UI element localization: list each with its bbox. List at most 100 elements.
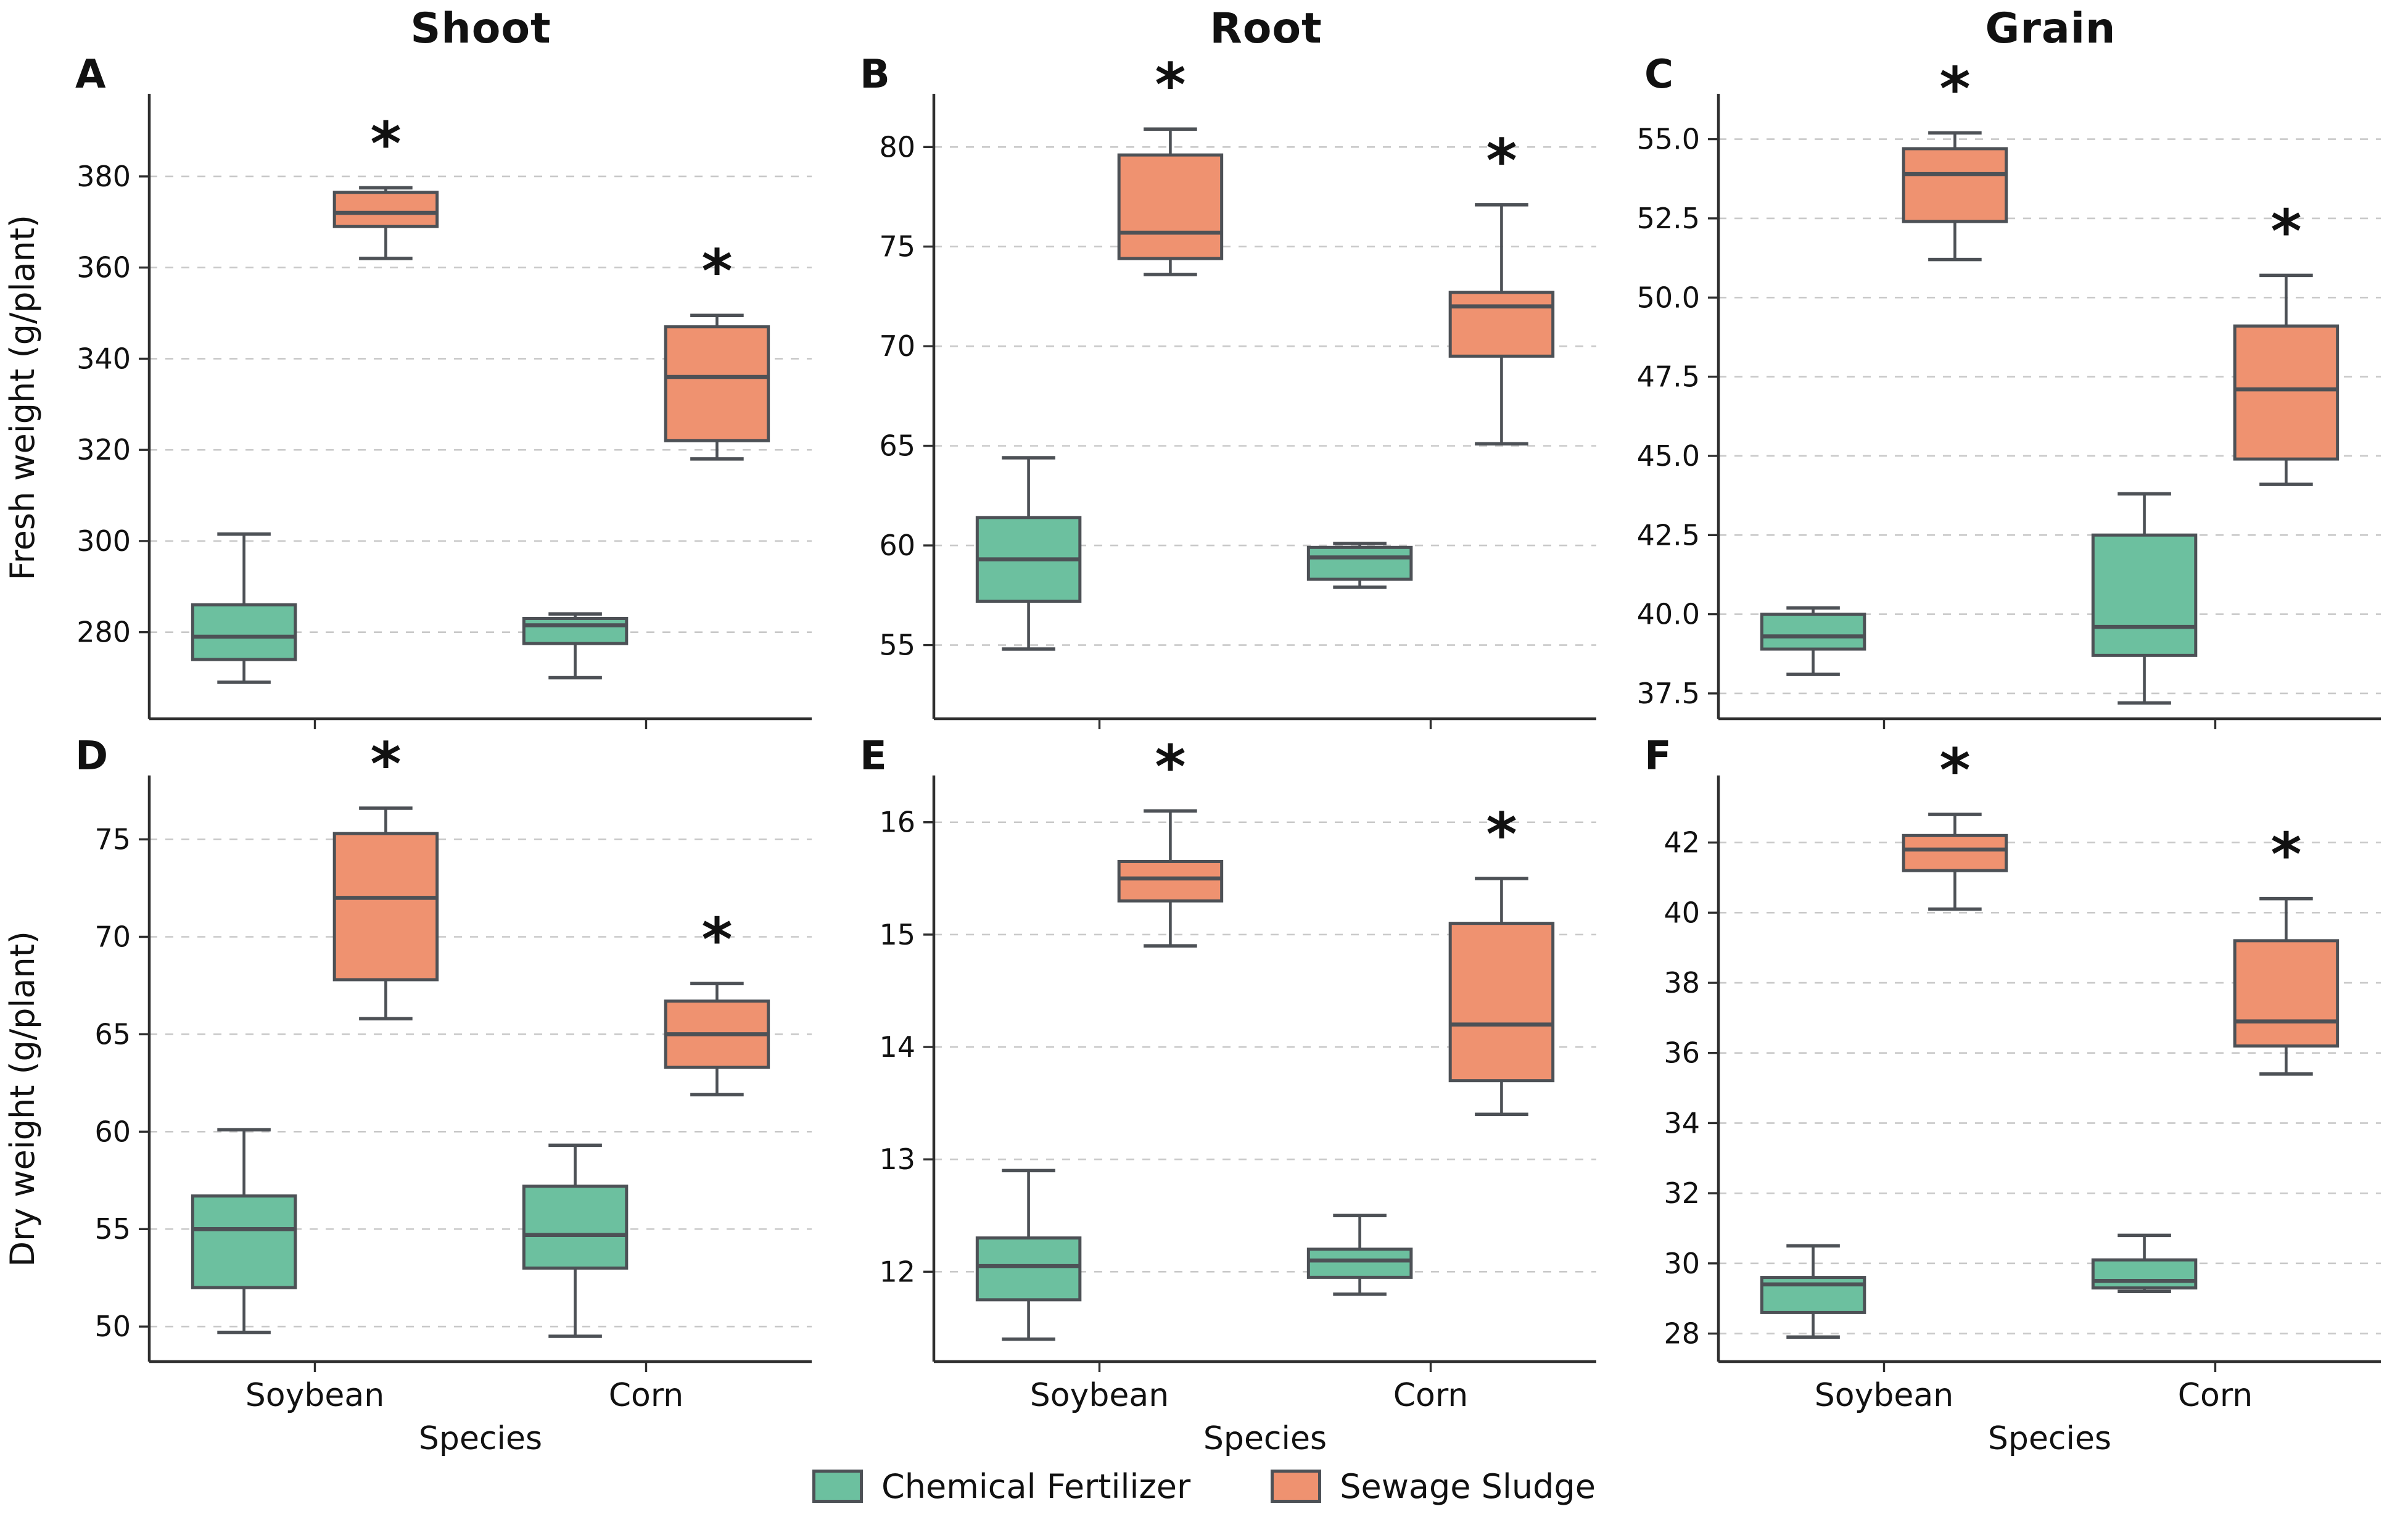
significance-asterisk: *	[1939, 57, 1970, 123]
y-tick-label: 34	[1664, 1106, 1700, 1139]
box-soybean-chemical-fertilizer	[975, 1168, 1082, 1341]
y-tick-label: 55	[879, 629, 915, 662]
significance-asterisk: *	[2270, 197, 2301, 266]
panel-C-svg: 37.5 40.0 42.5 45.0 47.5 50.0 52.5 55.0 C * *	[1637, 57, 2381, 729]
column-title-shoot: Shoot	[410, 4, 551, 53]
box-soybean-chemical-fertilizer	[975, 456, 1082, 651]
significance-asterisk: *	[701, 905, 732, 974]
panel-letter-B: B	[860, 57, 890, 97]
box-soybean-sewage-sludge	[1117, 127, 1224, 276]
column-title-grain: Grain	[1985, 4, 2116, 53]
y-tick-label: 38	[1664, 966, 1700, 999]
significance-asterisk: *	[2270, 821, 2301, 890]
panel-A-plot: 280 300 320 340 360 380 A * *	[44, 57, 829, 738]
column-title-root: Root	[1210, 4, 1322, 53]
box-corn-sewage-sludge	[664, 982, 770, 1097]
x-tick-label-soybean: Soybean	[245, 1377, 384, 1414]
iqr-box	[2091, 1258, 2198, 1290]
legend-item-chemical-fertilizer: Chemical Fertilizer	[812, 1467, 1190, 1506]
y-tick-label: 50	[94, 1310, 131, 1343]
iqr-box	[1117, 859, 1224, 903]
legend: Chemical Fertilizer Sewage Sludge	[0, 1459, 2408, 1522]
panel-F-plot: 28 30 32 34 36 38 40 42 Soybean Corn Species F * *	[1614, 738, 2398, 1459]
box-soybean-chemical-fertilizer	[1760, 1244, 1866, 1339]
iqr-box	[1306, 1247, 1413, 1279]
box-corn-chemical-fertilizer	[522, 612, 629, 680]
y-tick-label: 55	[94, 1212, 131, 1246]
y-tick-label: 300	[76, 524, 131, 558]
column-title-cell-root: Root	[829, 4, 1614, 53]
y-tick-label: 12	[879, 1255, 915, 1288]
legend-swatch-sewage-sludge-icon	[1271, 1470, 1322, 1503]
y-tick-label: 80	[879, 130, 915, 163]
y-tick-label: 13	[879, 1143, 915, 1176]
y-tick-label: 40	[1664, 896, 1700, 929]
panel-A-svg: 280 300 320 340 360 380 A * *	[75, 57, 812, 729]
iqr-box	[191, 603, 297, 661]
panel-letter-F: F	[1644, 738, 1672, 779]
y-axis-title-slot-row1: Fresh weight (g/plant)	[0, 57, 44, 738]
iqr-box	[2233, 939, 2340, 1048]
panel-D-svg: 50 55 60 65 70 75 Soybean Corn Species D * *	[75, 738, 812, 1457]
panel-B-plot: 55 60 65 70 75 80 B * *	[829, 57, 1614, 738]
y-tick-label: 15	[879, 918, 915, 951]
iqr-box	[2233, 324, 2340, 461]
column-title-cell-shoot: Shoot	[0, 4, 829, 53]
x-tick-label-corn: Corn	[1393, 1377, 1469, 1414]
panel-letter-D: D	[75, 738, 108, 779]
box-corn-sewage-sludge	[1448, 877, 1555, 1117]
iqr-box	[522, 616, 629, 645]
y-tick-label: 75	[879, 230, 915, 263]
panel-letter-E: E	[860, 738, 887, 779]
x-axis-title: Species	[1203, 1420, 1327, 1457]
box-soybean-chemical-fertilizer	[1760, 606, 1866, 676]
y-tick-label: 65	[879, 429, 915, 463]
box-soybean-chemical-fertilizer	[191, 1128, 297, 1334]
column-title-cell-grain: Grain	[1614, 4, 2398, 53]
iqr-box	[1902, 147, 2008, 223]
panel-letter-A: A	[75, 57, 106, 97]
iqr-box	[1760, 613, 1866, 651]
panel-cell-E: 12 13 14 15 16 Soybean Corn Species E * *	[829, 738, 1614, 1459]
panel-cell-C: 37.5 40.0 42.5 45.0 47.5 50.0 52.5 55.0 C * *	[1614, 57, 2398, 738]
panel-cell-D: Dry weight (g/plant) 50 55 60 65 70 75 Soybean…	[0, 738, 829, 1459]
significance-asterisk: *	[370, 109, 401, 178]
y-tick-label: 45.0	[1637, 439, 1700, 473]
y-axis-title-fresh-weight: Fresh weight (g/plant)	[2, 215, 42, 581]
iqr-box	[522, 1185, 629, 1270]
significance-asterisk: *	[701, 237, 732, 306]
box-corn-sewage-sludge	[1448, 203, 1555, 446]
box-soybean-sewage-sludge	[1902, 131, 2008, 262]
panel-F-svg: 28 30 32 34 36 38 40 42 Soybean Corn Species F * *	[1644, 738, 2381, 1457]
y-tick-label: 40.0	[1637, 598, 1700, 631]
iqr-box	[2091, 533, 2198, 657]
panel-letter-C: C	[1644, 57, 1673, 97]
significance-asterisk: *	[1486, 800, 1517, 869]
box-corn-chemical-fertilizer	[522, 1143, 629, 1338]
y-tick-label: 52.5	[1637, 202, 1700, 235]
x-tick-label-soybean: Soybean	[1030, 1377, 1169, 1414]
legend-label-sewage-sludge: Sewage Sludge	[1340, 1466, 1596, 1506]
significance-asterisk: *	[1155, 738, 1185, 802]
panel-cell-F: 28 30 32 34 36 38 40 42 Soybean Corn Species F * *	[1614, 738, 2398, 1459]
iqr-box	[1117, 153, 1224, 260]
y-tick-label: 70	[94, 920, 131, 954]
x-axis-title: Species	[1988, 1420, 2111, 1457]
y-tick-label: 50.0	[1637, 281, 1700, 314]
iqr-box	[1448, 291, 1555, 358]
iqr-box	[332, 191, 439, 228]
panel-cell-A: Fresh weight (g/plant) 280 300 320 340 360 38…	[0, 57, 829, 738]
legend-swatch-chemical-fertilizer-icon	[812, 1470, 864, 1503]
box-corn-sewage-sludge	[2233, 896, 2340, 1076]
y-tick-label: 380	[76, 160, 131, 193]
y-tick-label: 28	[1664, 1317, 1700, 1350]
y-tick-label: 360	[76, 251, 131, 284]
y-tick-label: 32	[1664, 1177, 1700, 1210]
panel-C-plot: 37.5 40.0 42.5 45.0 47.5 50.0 52.5 55.0 C * *	[1614, 57, 2398, 738]
y-axis-title-slot-row2: Dry weight (g/plant)	[0, 738, 44, 1459]
y-tick-label: 60	[94, 1115, 131, 1148]
panel-E-plot: 12 13 14 15 16 Soybean Corn Species E * *	[829, 738, 1614, 1459]
significance-asterisk: *	[1486, 126, 1517, 196]
box-soybean-sewage-sludge	[332, 806, 439, 1020]
